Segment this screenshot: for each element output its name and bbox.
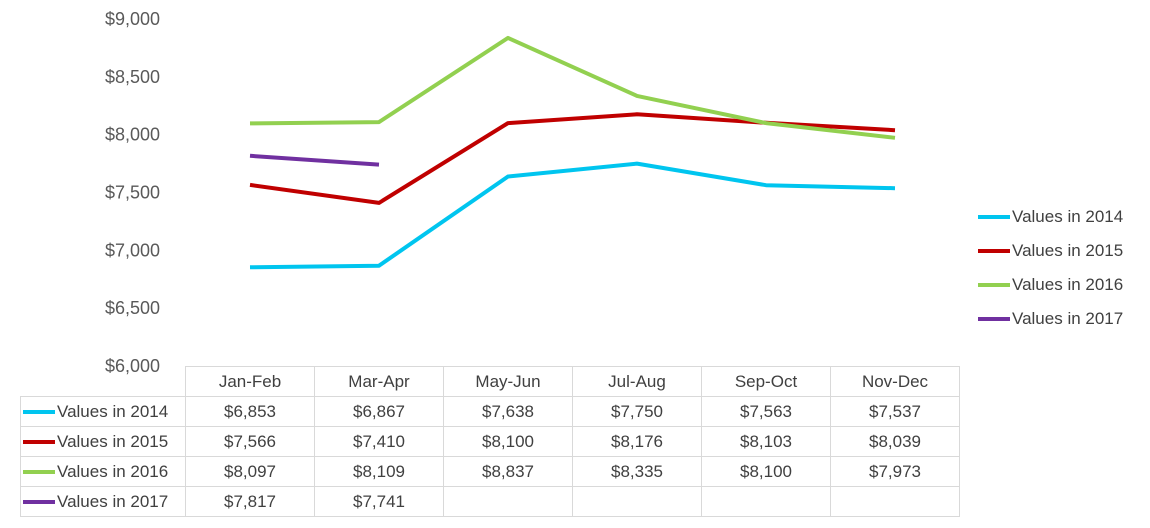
category-label: Jul-Aug (572, 366, 702, 397)
data-label: $8,100 (443, 426, 573, 457)
legend: Values in 2014 Values in 2015 Values in 20… (978, 200, 1123, 336)
data-table-series-key: Values in 2017 (20, 486, 186, 517)
series-key-label: Values in 2017 (57, 491, 169, 511)
data-table-series-key: Values in 2016 (20, 456, 186, 487)
data-table-corner (20, 366, 186, 397)
legend-item: Values in 2015 (978, 234, 1123, 268)
series-line-4 (249, 153, 380, 167)
legend-swatch (978, 283, 1010, 287)
category-label: Mar-Apr (314, 366, 444, 397)
y-tick-label: $9,000 (105, 9, 160, 29)
legend-label: Values in 2016 (1012, 275, 1124, 294)
legend-label: Values in 2017 (1012, 309, 1124, 328)
legend-swatch (978, 249, 1010, 253)
data-label: $7,410 (314, 426, 444, 457)
data-table-header: Jan-Feb Mar-Apr May-Jun Jul-Aug Sep-Oct Nov-D… (20, 366, 960, 397)
data-label: $7,741 (314, 486, 444, 517)
data-label (830, 486, 960, 517)
data-label (701, 486, 831, 517)
series-key-label: Values in 2014 (57, 401, 169, 421)
legend-item: Values in 2017 (978, 302, 1123, 336)
y-axis: $6,000$6,500$7,000$7,500$8,000$8,500$9,0… (105, 9, 160, 376)
data-label: $8,335 (572, 456, 702, 487)
data-label (443, 486, 573, 517)
y-tick-label: $7,000 (105, 240, 160, 260)
legend-label: Values in 2015 (1012, 241, 1124, 260)
series-key-swatch (23, 410, 55, 415)
legend-swatch (978, 215, 1010, 219)
data-table-row: Values in 2015 $7,566 $7,410 $8,100 $8,176 $8… (20, 426, 960, 457)
data-label: $7,973 (830, 456, 960, 487)
data-table-row: Values in 2016 $8,097 $8,109 $8,837 $8,335 $8… (20, 456, 960, 487)
data-table-row: Values in 2014 $6,853 $6,867 $7,638 $7,750 $7… (20, 396, 960, 427)
data-label: $6,867 (314, 396, 444, 427)
y-tick-label: $7,500 (105, 183, 160, 203)
legend-label: Values in 2014 (1012, 207, 1124, 226)
category-label: Nov-Dec (830, 366, 960, 397)
y-tick-label: $8,500 (105, 67, 160, 87)
category-label: Sep-Oct (701, 366, 831, 397)
category-label: May-Jun (443, 366, 573, 397)
legend-swatch (978, 317, 1010, 321)
series-line-1 (249, 161, 896, 270)
data-label: $8,837 (443, 456, 573, 487)
data-table-row: Values in 2017 $7,817 $7,741 (20, 486, 960, 517)
data-label: $8,100 (701, 456, 831, 487)
category-label: Jan-Feb (185, 366, 315, 397)
series-key-swatch (23, 440, 55, 445)
series-line-3 (249, 35, 896, 140)
series-key-label: Values in 2015 (57, 431, 169, 451)
y-tick-label: $6,500 (105, 298, 160, 318)
plot-area (249, 35, 896, 270)
data-label: $7,817 (185, 486, 315, 517)
data-label: $8,097 (185, 456, 315, 487)
y-tick-label: $8,000 (105, 125, 160, 145)
data-label: $8,109 (314, 456, 444, 487)
data-label: $8,176 (572, 426, 702, 457)
data-label: $7,563 (701, 396, 831, 427)
data-label: $7,566 (185, 426, 315, 457)
data-label (572, 486, 702, 517)
legend-item: Values in 2016 (978, 268, 1123, 302)
data-label: $8,039 (830, 426, 960, 457)
legend-item: Values in 2014 (978, 200, 1123, 234)
data-label: $7,537 (830, 396, 960, 427)
data-table-series-key: Values in 2014 (20, 396, 186, 427)
series-key-swatch (23, 500, 55, 505)
data-table-series-key: Values in 2015 (20, 426, 186, 457)
data-label: $7,750 (572, 396, 702, 427)
series-key-swatch (23, 470, 55, 475)
data-label: $6,853 (185, 396, 315, 427)
data-table: Jan-Feb Mar-Apr May-Jun Jul-Aug Sep-Oct Nov-D… (20, 366, 960, 517)
data-label: $7,638 (443, 396, 573, 427)
data-label: $8,103 (701, 426, 831, 457)
series-key-label: Values in 2016 (57, 461, 169, 481)
